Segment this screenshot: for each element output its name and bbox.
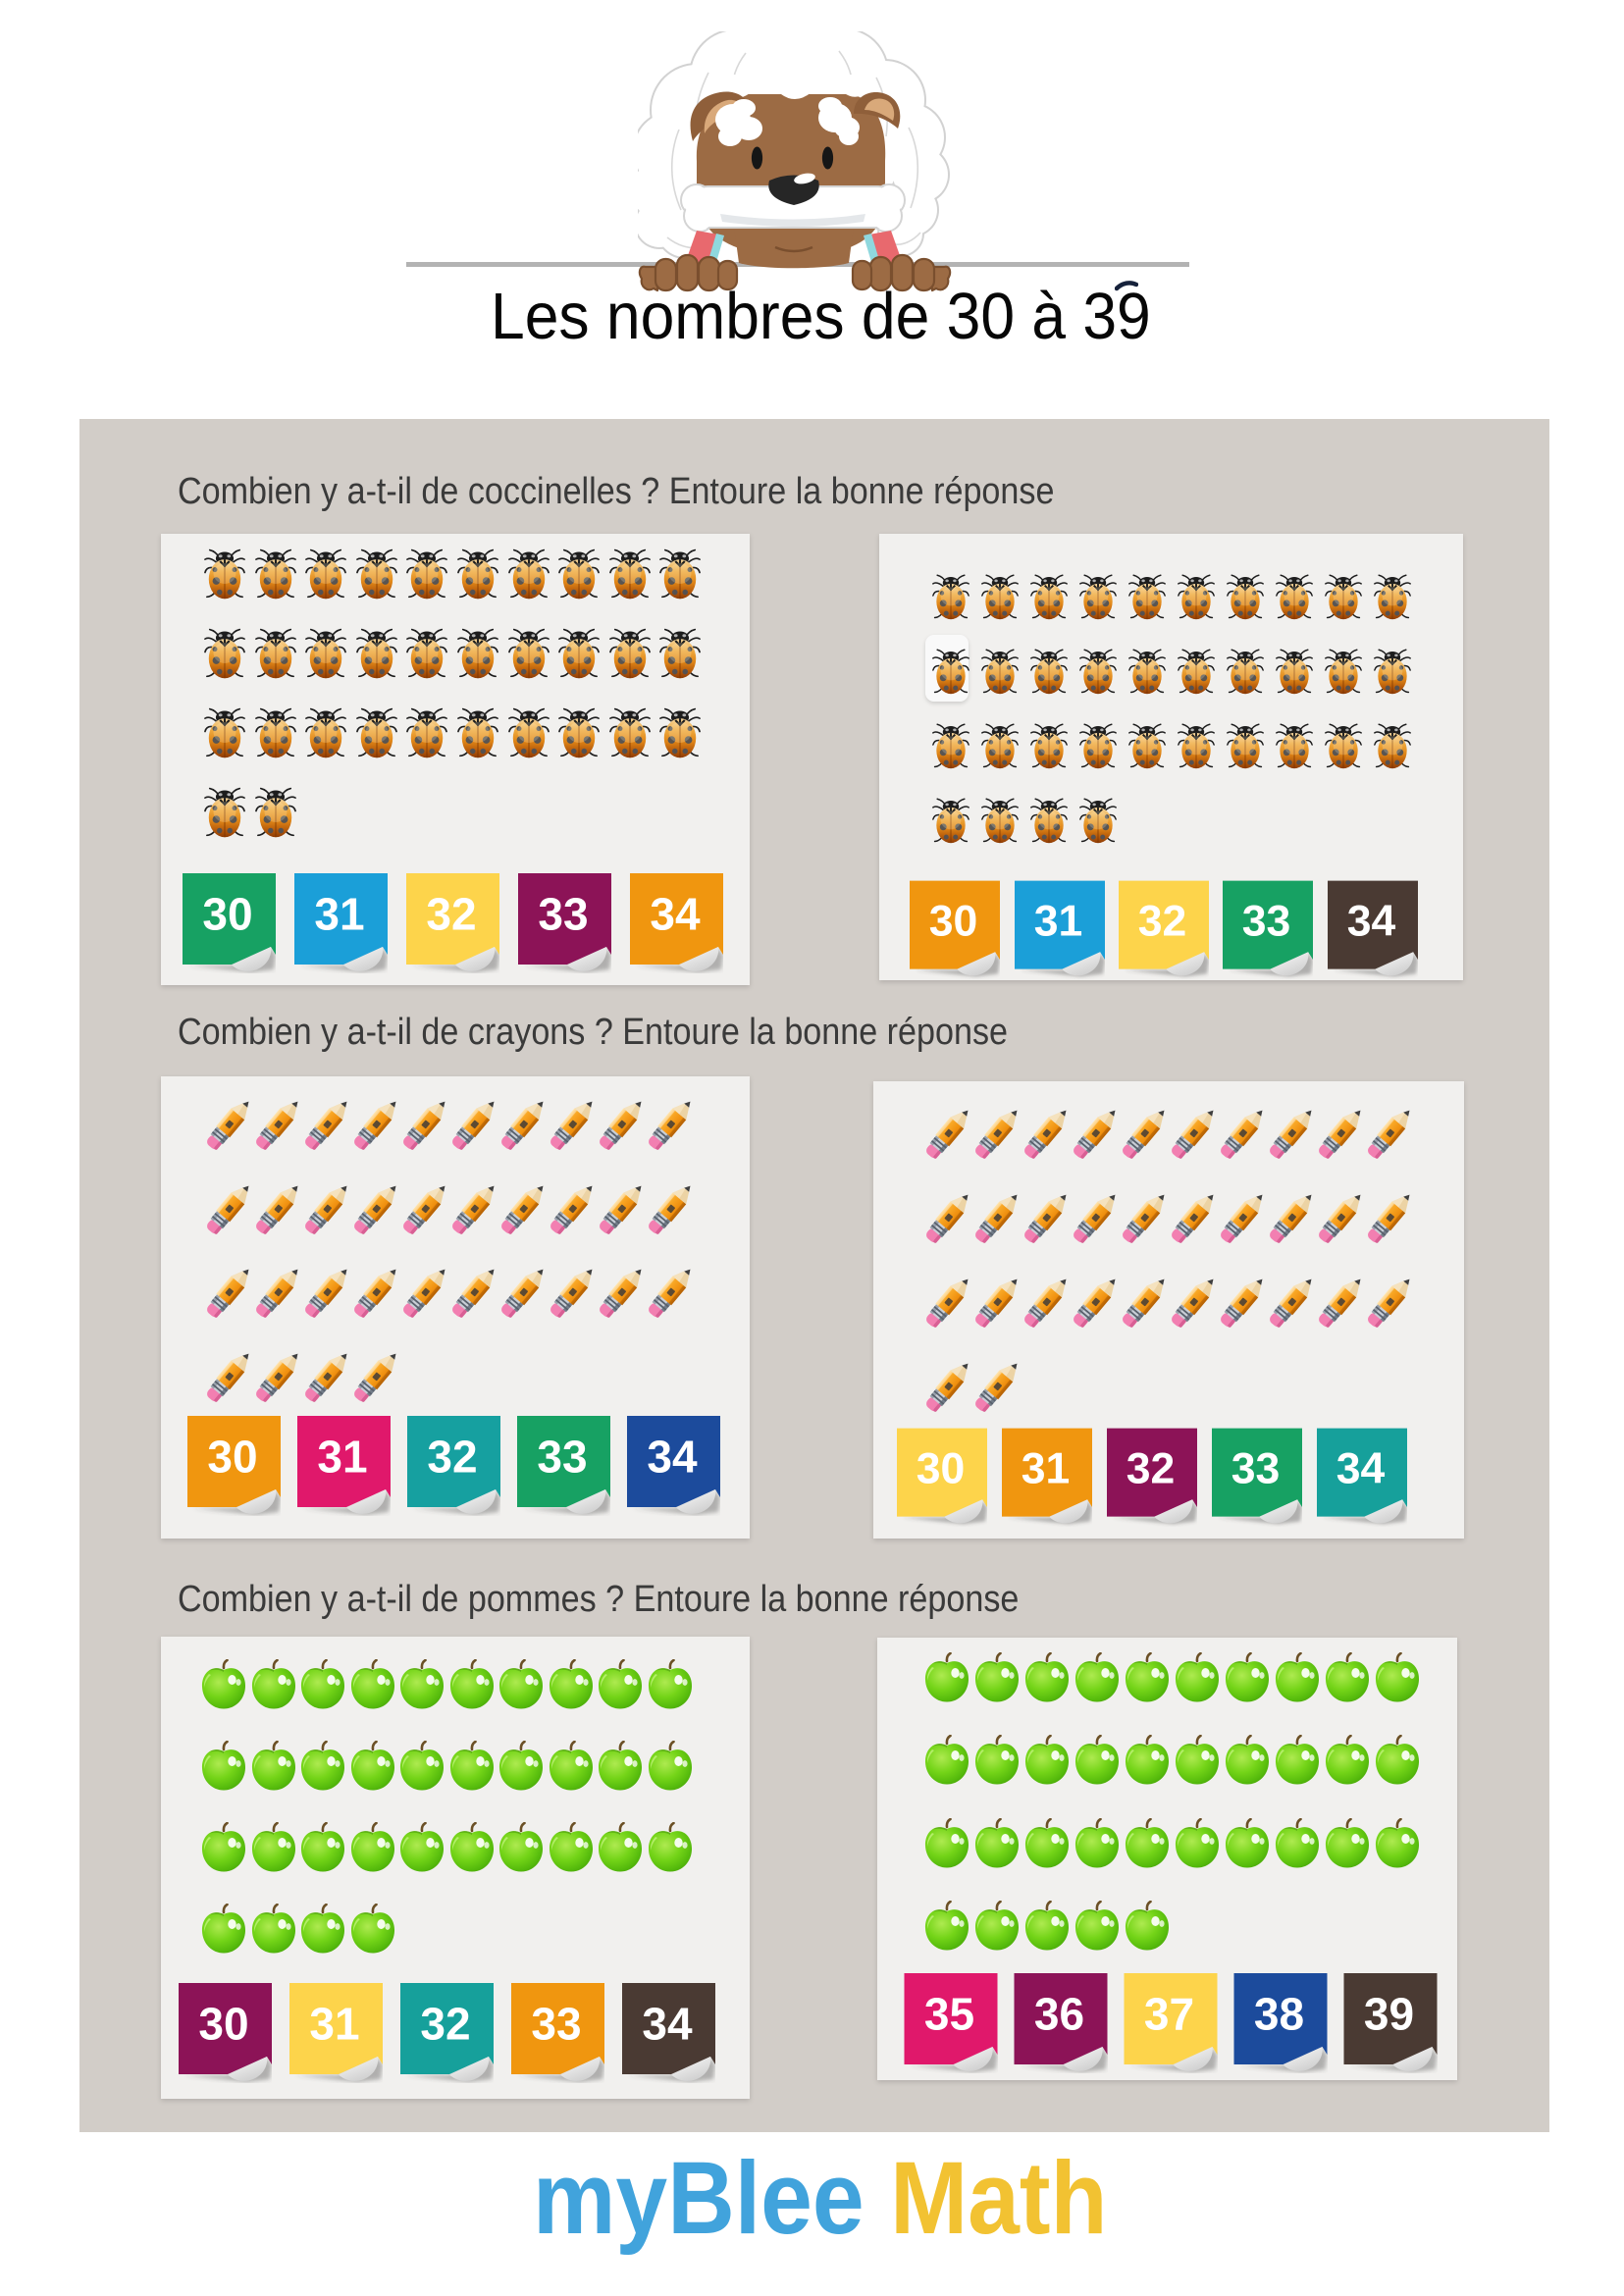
svg-text:33: 33 xyxy=(1242,897,1291,945)
svg-text:32: 32 xyxy=(1138,897,1187,945)
svg-text:37: 37 xyxy=(1144,1989,1194,2040)
svg-text:33: 33 xyxy=(537,1432,587,1483)
svg-text:32: 32 xyxy=(427,1432,477,1483)
svg-text:34: 34 xyxy=(650,889,701,940)
svg-text:30: 30 xyxy=(202,889,252,940)
svg-text:30: 30 xyxy=(929,897,978,945)
svg-text:33: 33 xyxy=(1231,1444,1281,1492)
svg-text:34: 34 xyxy=(1347,897,1396,945)
svg-text:30: 30 xyxy=(198,1999,248,2050)
svg-text:31: 31 xyxy=(317,1432,367,1483)
svg-text:31: 31 xyxy=(1034,897,1083,945)
svg-text:34: 34 xyxy=(642,1999,693,2050)
svg-text:32: 32 xyxy=(420,1999,470,2050)
svg-text:30: 30 xyxy=(207,1432,257,1483)
svg-text:32: 32 xyxy=(426,889,476,940)
svg-text:31: 31 xyxy=(314,889,364,940)
svg-text:32: 32 xyxy=(1126,1444,1176,1492)
svg-text:31: 31 xyxy=(309,1999,359,2050)
svg-text:36: 36 xyxy=(1034,1989,1084,2040)
svg-text:30: 30 xyxy=(917,1444,966,1492)
svg-text:35: 35 xyxy=(924,1989,974,2040)
svg-text:34: 34 xyxy=(647,1432,698,1483)
svg-text:34: 34 xyxy=(1336,1444,1386,1492)
svg-text:31: 31 xyxy=(1022,1444,1071,1492)
svg-text:33: 33 xyxy=(531,1999,581,2050)
svg-text:38: 38 xyxy=(1254,1989,1304,2040)
svg-text:33: 33 xyxy=(538,889,588,940)
svg-text:39: 39 xyxy=(1364,1989,1414,2040)
